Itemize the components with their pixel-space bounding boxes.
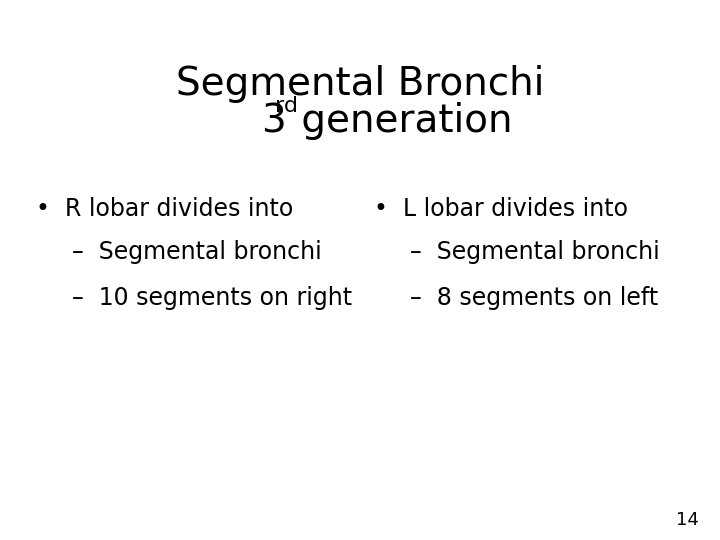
Text: –  8 segments on left: – 8 segments on left — [410, 286, 659, 310]
Text: –  Segmental bronchi: – Segmental bronchi — [410, 240, 660, 264]
Text: Segmental Bronchi: Segmental Bronchi — [176, 65, 544, 103]
Text: –  Segmental bronchi: – Segmental bronchi — [72, 240, 322, 264]
Text: 3: 3 — [261, 102, 285, 140]
Text: •  R lobar divides into: • R lobar divides into — [36, 197, 293, 221]
Text: rd: rd — [275, 96, 298, 116]
Text: 14: 14 — [675, 511, 698, 529]
Text: –  10 segments on right: – 10 segments on right — [72, 286, 352, 310]
Text: generation: generation — [289, 102, 513, 140]
Text: •  L lobar divides into: • L lobar divides into — [374, 197, 629, 221]
